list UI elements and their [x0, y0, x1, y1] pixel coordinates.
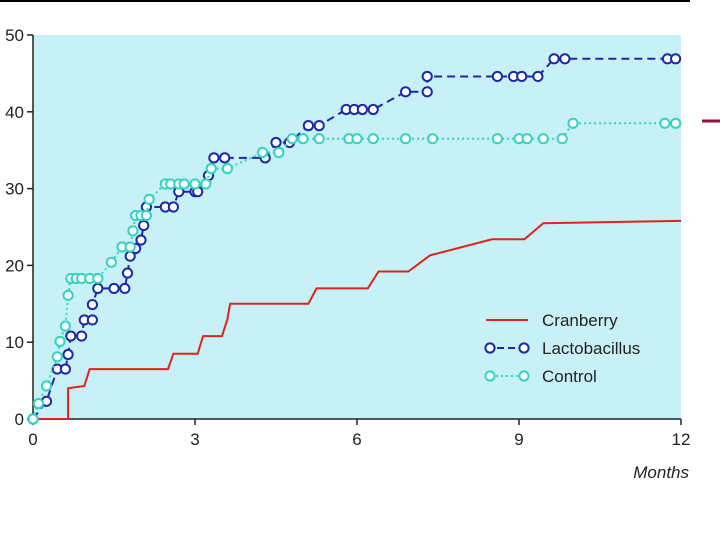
- data-point: [124, 241, 136, 253]
- y-axis: 0 10 20 30 40 50: [5, 26, 34, 429]
- data-point: [92, 282, 104, 295]
- data-point: [286, 133, 298, 145]
- data-point: [367, 133, 379, 145]
- x-tick-label: 12: [672, 430, 691, 449]
- data-point: [138, 219, 150, 232]
- series-layer: [27, 53, 682, 425]
- data-point: [108, 282, 120, 295]
- x-tick-label: 9: [514, 430, 523, 449]
- data-point: [521, 133, 533, 145]
- data-point: [273, 146, 285, 159]
- data-point: [65, 330, 77, 342]
- x-tick-label: 3: [190, 430, 199, 449]
- data-point: [559, 53, 571, 65]
- data-point: [219, 152, 231, 164]
- data-point: [59, 320, 72, 332]
- data-point: [62, 348, 74, 361]
- data-point: [548, 53, 560, 65]
- data-point: [92, 272, 104, 285]
- data-point: [659, 117, 671, 129]
- y-tick-label: 0: [15, 410, 24, 429]
- data-point: [427, 133, 439, 145]
- legend-marker: [484, 342, 496, 354]
- series-line: [33, 219, 682, 420]
- data-point: [27, 413, 39, 425]
- data-point: [556, 133, 568, 145]
- data-point: [516, 70, 528, 83]
- data-point: [670, 53, 682, 65]
- data-point: [356, 103, 368, 116]
- data-point: [178, 178, 190, 190]
- legend: Cranberry Lactobacillus Control: [484, 311, 640, 386]
- data-point: [59, 363, 72, 375]
- x-axis-title: Months: [633, 463, 689, 482]
- data-point: [167, 201, 179, 213]
- data-point: [491, 133, 503, 145]
- data-point: [297, 133, 309, 145]
- legend-marker: [518, 370, 530, 382]
- data-point: [140, 209, 152, 222]
- legend-marker: [484, 370, 496, 382]
- data-point: [421, 70, 433, 83]
- data-point: [205, 163, 217, 175]
- data-point: [105, 256, 117, 268]
- data-point: [135, 234, 147, 246]
- data-point: [143, 193, 155, 205]
- data-point: [189, 178, 201, 190]
- data-point: [51, 351, 63, 363]
- legend-marker: [518, 342, 530, 354]
- data-point: [670, 117, 682, 129]
- x-tick-label: 0: [28, 430, 37, 449]
- data-point: [302, 120, 314, 132]
- data-point: [40, 380, 53, 392]
- legend-label: Lactobacillus: [542, 339, 640, 358]
- data-point: [208, 152, 220, 164]
- y-tick-label: 40: [5, 103, 24, 122]
- data-point: [400, 133, 412, 145]
- data-point: [491, 70, 503, 83]
- data-point: [221, 163, 233, 175]
- y-tick-label: 10: [5, 333, 24, 352]
- data-point: [537, 133, 549, 145]
- data-point: [532, 70, 544, 83]
- data-point: [313, 120, 325, 132]
- data-point: [200, 178, 212, 190]
- y-tick-label: 50: [5, 26, 24, 45]
- legend-label: Control: [542, 367, 597, 386]
- series-lactobacillus: [27, 53, 682, 425]
- data-point: [54, 335, 66, 348]
- series-control: [27, 117, 682, 425]
- y-tick-label: 30: [5, 180, 24, 199]
- legend-label: Cranberry: [542, 311, 618, 330]
- data-point: [86, 314, 99, 326]
- data-point: [313, 133, 325, 145]
- data-point: [270, 136, 282, 149]
- data-point: [567, 117, 579, 129]
- x-tick-label: 6: [352, 430, 361, 449]
- data-point: [421, 86, 433, 98]
- x-axis: 0 3 6 9 12: [28, 418, 691, 449]
- data-point: [76, 330, 88, 342]
- data-point: [32, 398, 45, 410]
- data-point: [119, 282, 131, 295]
- data-point: [400, 86, 412, 98]
- data-point: [367, 103, 379, 116]
- data-point: [351, 133, 363, 145]
- data-point: [256, 146, 269, 159]
- y-tick-label: 20: [5, 256, 24, 275]
- data-point: [127, 225, 139, 237]
- data-point: [62, 289, 74, 301]
- data-point: [121, 267, 134, 279]
- series-cranberry: [33, 219, 682, 420]
- data-point: [86, 298, 99, 311]
